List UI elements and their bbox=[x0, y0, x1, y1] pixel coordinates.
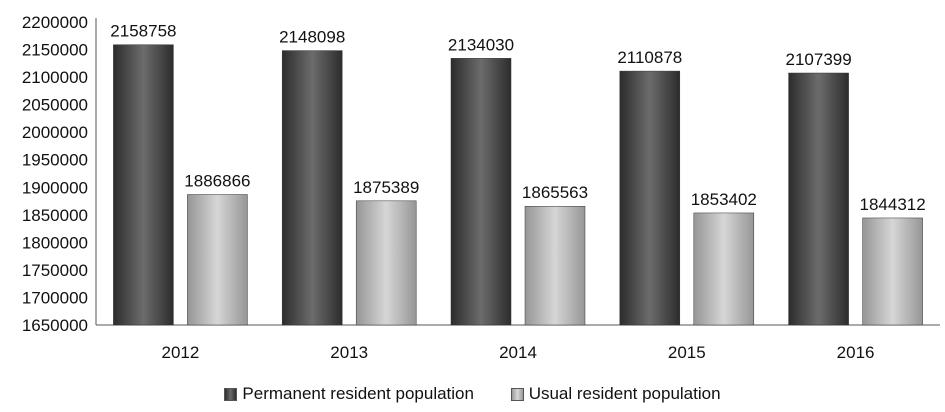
data-label-permanent-2016: 2107399 bbox=[786, 50, 852, 69]
data-label-usual-2014: 1865563 bbox=[522, 183, 588, 202]
bar-permanent-2014 bbox=[450, 58, 512, 326]
y-tick-label: 2000000 bbox=[22, 123, 88, 142]
data-label-permanent-2013: 2148098 bbox=[279, 28, 345, 47]
y-tick-label: 1850000 bbox=[22, 206, 88, 225]
y-tick-label: 1900000 bbox=[22, 178, 88, 197]
data-label-permanent-2015: 2110878 bbox=[617, 48, 682, 67]
data-label-usual-2015: 1853402 bbox=[691, 190, 757, 209]
x-tick-label: 2014 bbox=[499, 343, 537, 362]
y-tick-label: 2200000 bbox=[22, 13, 88, 32]
bar-chart: 1650000 1700000 1750000 1800000 1850000 19000… bbox=[22, 13, 940, 362]
bar-permanent-2015 bbox=[619, 70, 681, 326]
legend-item-permanent: Permanent resident population bbox=[224, 384, 474, 404]
y-tick-label: 1750000 bbox=[22, 261, 88, 280]
y-tick-label: 1700000 bbox=[22, 288, 88, 307]
x-tick-label: 2016 bbox=[837, 343, 875, 362]
y-tick-label: 2100000 bbox=[22, 68, 88, 87]
y-tick-label: 2050000 bbox=[22, 96, 88, 115]
x-tick-label: 2012 bbox=[161, 343, 199, 362]
bar-permanent-2016 bbox=[788, 72, 849, 326]
data-label-usual-2013: 1875389 bbox=[353, 178, 419, 197]
x-tick-label: 2015 bbox=[668, 343, 706, 362]
bar-usual-2012 bbox=[187, 194, 248, 326]
legend-item-usual: Usual resident population bbox=[510, 384, 721, 404]
bar-usual-2013 bbox=[355, 200, 417, 326]
y-tick-label: 1800000 bbox=[22, 233, 88, 252]
data-label-usual-2012: 1886866 bbox=[184, 172, 250, 191]
legend-label-permanent: Permanent resident population bbox=[242, 384, 474, 403]
legend: Permanent resident population Usual resi… bbox=[0, 384, 945, 406]
data-label-usual-2016: 1844312 bbox=[860, 195, 926, 214]
y-tick-label: 2150000 bbox=[22, 41, 88, 60]
x-tick-label: 2013 bbox=[330, 343, 368, 362]
y-tick-label: 1650000 bbox=[22, 316, 88, 335]
data-label-permanent-2014: 2134030 bbox=[448, 35, 514, 54]
bar-usual-2016 bbox=[862, 217, 923, 326]
legend-label-usual: Usual resident population bbox=[528, 384, 721, 403]
data-label-permanent-2012: 2158758 bbox=[110, 22, 176, 41]
bar-permanent-2013 bbox=[281, 50, 343, 326]
bar-permanent-2012 bbox=[113, 44, 174, 326]
legend-swatch-usual bbox=[510, 387, 524, 401]
bar-usual-2014 bbox=[524, 205, 586, 326]
legend-swatch-permanent bbox=[224, 387, 238, 401]
y-tick-label: 1950000 bbox=[22, 151, 88, 170]
bar-usual-2015 bbox=[693, 212, 755, 326]
